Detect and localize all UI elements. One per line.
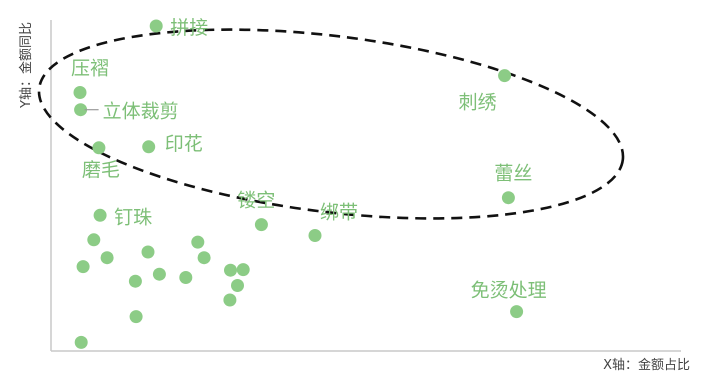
point-label: 刺绣 <box>459 92 497 114</box>
scatter-point <box>179 271 193 284</box>
scatter-point <box>149 19 163 33</box>
point-label: 立体裁剪 <box>103 101 179 123</box>
scatter-point <box>231 279 244 292</box>
scatter-point <box>76 260 90 274</box>
point-label: 钉珠 <box>114 206 152 228</box>
scatter-point <box>191 235 205 249</box>
points-layer <box>73 19 524 349</box>
highlight-ellipse <box>37 28 625 220</box>
scatter-point <box>87 233 101 247</box>
point-label: 拼接 <box>170 17 208 39</box>
point-label: 印花 <box>165 133 203 155</box>
point-label: 压褶 <box>71 58 109 80</box>
point-label: 磨毛 <box>82 159 120 181</box>
scatter-point <box>100 251 114 265</box>
scatter-point <box>142 140 156 154</box>
scatter-point <box>152 267 166 281</box>
scatter-point <box>93 208 107 222</box>
point-label: 镂空 <box>237 190 275 212</box>
scatter-point <box>74 103 88 117</box>
scatter-point <box>73 86 87 99</box>
point-label: 蕾丝 <box>494 163 532 185</box>
scatter-point <box>223 293 237 307</box>
scatter-point <box>129 310 143 324</box>
scatter-point <box>224 263 237 277</box>
point-label: 绑带 <box>320 202 358 224</box>
scatter-point <box>236 263 250 277</box>
scatter-point <box>74 335 88 349</box>
scatter-point <box>197 251 211 265</box>
scatter-point <box>141 245 155 259</box>
y-axis-title: Y轴：金额同比 <box>18 22 34 109</box>
scatter-point <box>308 229 322 242</box>
scatter-point <box>498 69 512 83</box>
scatter-point <box>128 274 142 288</box>
x-axis-title: X轴：金额占比 <box>603 357 690 373</box>
scatter-point <box>92 141 106 155</box>
scatter-point <box>254 218 268 232</box>
point-label: 免烫处理 <box>471 280 547 302</box>
scatter-point <box>510 305 524 319</box>
scatter-point <box>501 191 515 205</box>
